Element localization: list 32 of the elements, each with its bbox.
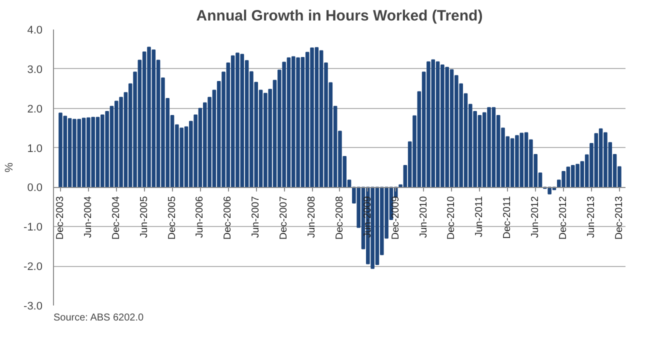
source-note: Source: ABS 6202.0 bbox=[54, 312, 144, 324]
x-tick-label: Jun-2006 bbox=[194, 196, 206, 238]
y-axis-title: % bbox=[4, 162, 16, 172]
y-tick-label: 2.0 bbox=[27, 103, 43, 116]
x-tick-label: Jun-2007 bbox=[250, 196, 262, 238]
y-tick-label: -3.0 bbox=[24, 300, 43, 312]
x-tick-label: Dec-2006 bbox=[222, 196, 234, 240]
x-tick-label: Dec-2005 bbox=[166, 196, 178, 240]
x-tick-label: Dec-2010 bbox=[446, 196, 458, 240]
x-tick-label: Dec-2007 bbox=[278, 196, 290, 240]
x-tick-label: Dec-2013 bbox=[614, 196, 625, 240]
x-tick-label: Jun-2008 bbox=[306, 196, 318, 238]
x-tick-label: Dec-2003 bbox=[54, 196, 66, 240]
x-tick-label: Jun-2009 bbox=[362, 196, 374, 238]
x-tick-label: Jun-2013 bbox=[586, 196, 597, 238]
x-tick-label: Dec-2012 bbox=[558, 196, 570, 240]
y-tick-label: 4.0 bbox=[27, 24, 43, 36]
y-tick-label: 3.0 bbox=[27, 64, 43, 76]
y-tick-label: -2.0 bbox=[24, 261, 43, 274]
x-tick-label: Jun-2010 bbox=[418, 196, 430, 238]
x-tick-label: Dec-2011 bbox=[502, 196, 514, 239]
x-tick-label: Dec-2004 bbox=[110, 196, 122, 240]
x-tick-label: Jun-2011 bbox=[474, 196, 486, 238]
x-tick-label: Dec-2008 bbox=[334, 196, 346, 240]
y-tick-label: -1.0 bbox=[24, 222, 43, 234]
y-tick-label: 1.0 bbox=[27, 142, 43, 155]
chart-title: Annual Growth in Hours Worked (Trend) bbox=[196, 8, 483, 24]
x-tick-label: Jun-2005 bbox=[138, 196, 150, 238]
x-tick-label: Jun-2004 bbox=[82, 196, 94, 238]
x-tick-label: Jun-2012 bbox=[530, 196, 542, 238]
y-tick-label: 0.0 bbox=[27, 182, 43, 194]
x-tick-label: Dec-2009 bbox=[390, 196, 402, 240]
